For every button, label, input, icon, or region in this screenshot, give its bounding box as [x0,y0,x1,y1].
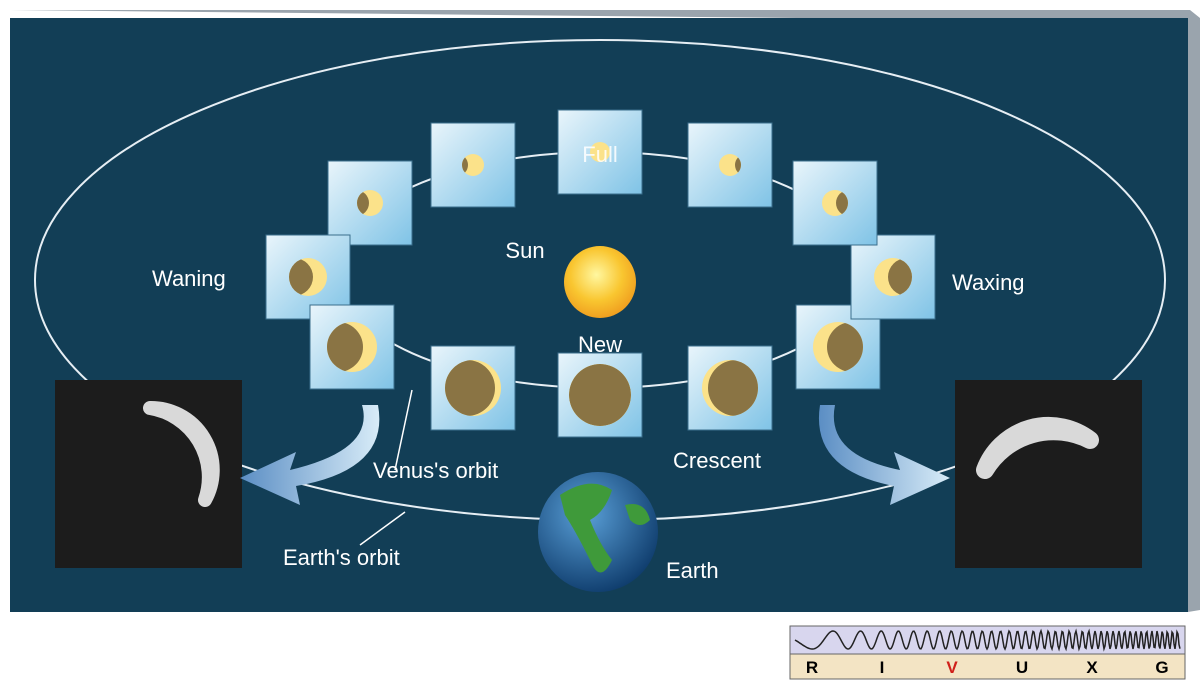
sun [564,246,636,318]
spectrum-letter: R [806,658,818,677]
spectrum-letter: X [1086,658,1098,677]
label: Sun [505,238,544,263]
diagram: Full Sun New Waning Waxing Crescent Venu… [0,0,1200,681]
spectrum-letter: V [946,658,958,677]
label: Earth's orbit [283,545,400,570]
spectrum-letter-band [790,654,1185,679]
spectrum-letter: G [1155,658,1168,677]
spectrum-letter: I [880,658,885,677]
label: Crescent [673,448,761,473]
label: Venus's orbit [373,458,498,483]
venus-dark [569,364,631,426]
label: Waxing [952,270,1025,295]
spectrum-letter: U [1016,658,1028,677]
label: New [578,332,622,357]
label: Full [582,142,617,167]
label: Earth [666,558,719,583]
label: Waning [152,266,226,291]
